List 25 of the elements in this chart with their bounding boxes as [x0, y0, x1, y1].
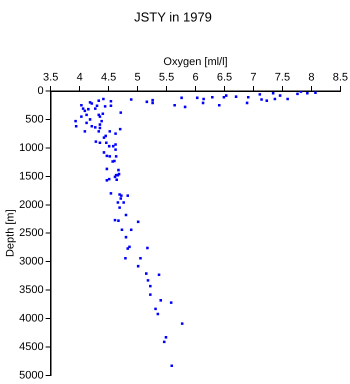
x-tick-label: 6: [192, 71, 199, 84]
x-tick-label: 6.5: [216, 71, 232, 84]
y-tick-label: 3000: [19, 256, 44, 268]
y-tick-label: 5000: [19, 369, 44, 382]
x-tick-label: 4.5: [100, 71, 116, 84]
x-tick-label: 4: [76, 71, 83, 84]
x-axis-title: Oxygen [ml/l]: [163, 56, 228, 68]
y-tick-label: 1000: [19, 142, 44, 154]
y-tick-label: 4000: [19, 312, 44, 325]
y-tick-label: 0: [38, 85, 44, 98]
x-tick-label: 3.5: [43, 71, 58, 84]
x-tick-label: 5: [134, 71, 141, 84]
x-tick-label: 8: [308, 71, 314, 84]
y-tick-label: 500: [25, 113, 44, 126]
x-tick-label: 7: [250, 71, 257, 84]
y-tick-label: 4500: [19, 340, 44, 353]
y-tick-label: 2000: [19, 198, 44, 211]
chart-title: JSTY in 1979: [134, 9, 212, 24]
y-tick-label: 3500: [19, 284, 44, 296]
x-tick-label: 5.5: [158, 71, 174, 84]
x-tick-label: 8.5: [332, 71, 348, 84]
y-tick-label: 2500: [19, 227, 44, 240]
x-tick-label: 7.5: [274, 71, 290, 84]
y-axis-title: Depth [m]: [4, 209, 17, 258]
y-tick-label: 1500: [19, 170, 44, 182]
